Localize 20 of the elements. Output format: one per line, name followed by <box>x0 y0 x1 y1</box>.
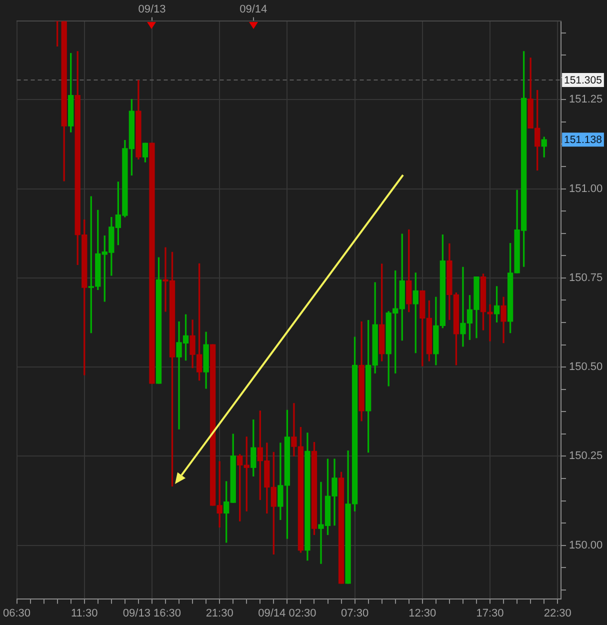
x2-tick-label: 09/14 <box>240 4 268 16</box>
x-tick-label: 22:30 <box>544 607 572 620</box>
x-tick-label: 21:30 <box>206 607 234 620</box>
ref-line-label: 151.305 <box>564 74 602 86</box>
y-tick-label: 150.25 <box>569 450 603 462</box>
annotation: 151.138 <box>564 134 602 146</box>
x-tick-label: 06:30 <box>3 607 31 620</box>
y-tick-label: 150.50 <box>569 361 603 374</box>
x-tick-label: 09/13 16:30 <box>122 607 182 620</box>
x-tick-label: 17:30 <box>476 607 504 620</box>
x-tick-label: 07:30 <box>341 607 369 620</box>
y-tick-label: 150.75 <box>569 272 603 284</box>
y-tick-label: 151.00 <box>569 182 603 195</box>
x-tick-label: 09/14 02:30 <box>258 607 316 620</box>
y-tick-label: 151.25 <box>569 94 603 106</box>
x-tick-label: 11:30 <box>71 607 98 620</box>
candlestick <box>487 304 493 342</box>
y-tick-label: 150.00 <box>569 539 603 552</box>
x-tick-label: 12:30 <box>408 607 436 620</box>
x2-tick-label: 09/13 <box>138 4 166 16</box>
